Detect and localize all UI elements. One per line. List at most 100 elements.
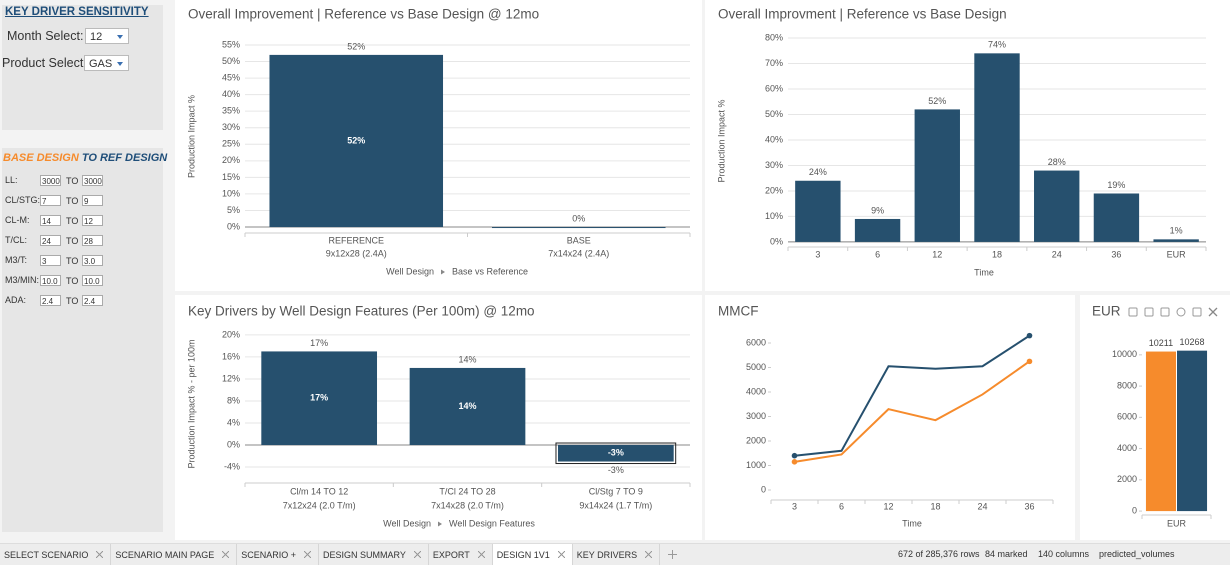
x-tick-label: 12	[932, 249, 942, 259]
bar	[974, 53, 1020, 242]
tab-label: DESIGN 1V1	[496, 549, 550, 560]
tab-label: SCENARIO MAIN PAGE	[115, 549, 215, 560]
tab[interactable]: EXPORT	[429, 544, 493, 565]
y-tick-label: -4%	[224, 461, 240, 471]
add-tab[interactable]	[668, 550, 678, 559]
x-tick-detail: 7x12x24 (2.0 T/m)	[283, 500, 356, 510]
tab-label: SELECT SCENARIO	[4, 549, 89, 560]
chart-title: Overall Improvment | Reference vs Base D…	[718, 7, 1007, 22]
x-tick-label: 18	[992, 249, 1002, 259]
tab-label: SCENARIO +	[241, 549, 296, 560]
tab-close[interactable]	[413, 551, 421, 558]
bar	[269, 54, 444, 228]
value-label: 14%	[458, 354, 476, 364]
x-tick-label: BASE	[567, 235, 591, 245]
chart: Overall Improvement | Reference vs Base …	[186, 7, 691, 276]
parameter-row: M3/T: 3 TO 3.0	[5, 255, 155, 267]
base-input[interactable]: 14	[40, 215, 61, 226]
base-input[interactable]: 3000	[40, 175, 61, 186]
base-input[interactable]: 24	[40, 235, 61, 246]
value-label: 0%	[572, 213, 585, 223]
x-tick-detail: 9x12x28 (2.4A)	[326, 248, 387, 258]
y-tick-label: 6000	[1117, 412, 1137, 422]
ref-input[interactable]: 10.0	[82, 275, 103, 286]
month-dropdown[interactable]: 12	[85, 28, 129, 44]
connector: TO	[66, 236, 79, 246]
value-label: 19%	[1107, 180, 1125, 190]
tab-close[interactable]	[96, 551, 104, 558]
ref-input[interactable]: 3.0	[82, 255, 103, 266]
panel	[705, 0, 1230, 291]
x-tick-label: T/Cl 24 TO 28	[439, 486, 495, 496]
y-tick-label: 0	[1132, 505, 1137, 515]
connector: TO	[66, 216, 79, 226]
x-tick-label: 36	[1111, 249, 1121, 259]
bar	[914, 109, 960, 242]
tab[interactable]: SELECT SCENARIO	[0, 544, 112, 565]
base-input[interactable]: 7	[40, 195, 61, 206]
y-tick-label: 4000	[1117, 443, 1137, 453]
chart-title: EUR	[1092, 304, 1121, 319]
tab-close[interactable]	[557, 551, 565, 558]
ref-input[interactable]: 3000	[82, 175, 103, 186]
tab[interactable]: DESIGN SUMMARY	[319, 544, 429, 565]
inside-value-label: 17%	[310, 393, 328, 403]
y-tick-label: 60%	[765, 83, 783, 93]
y-tick-label: 1000	[746, 460, 766, 470]
x-tick-label: Cl/m 14 TO 12	[290, 486, 348, 496]
ref-input[interactable]: 9	[82, 195, 103, 206]
y-tick-label: 50%	[765, 109, 783, 119]
month-label: Month Select:	[7, 29, 84, 43]
y-tick-label: 20%	[765, 185, 783, 195]
y-tick-label: 0	[761, 484, 766, 494]
bar	[854, 218, 901, 242]
bar	[261, 351, 378, 446]
tab-close[interactable]	[303, 551, 311, 558]
tab-close[interactable]	[222, 551, 230, 558]
design-header: BASE DESIGN TO REF DESIGN	[3, 152, 167, 164]
inside-value-label: 14%	[458, 401, 476, 411]
parameter-row: ADA: 2.4 TO 2.4	[5, 295, 155, 307]
close-icon	[1208, 307, 1218, 317]
y-tick-label: 4%	[227, 417, 240, 427]
product-label: Product Select:	[2, 56, 87, 70]
parameter-label: M3/MIN:	[5, 275, 40, 285]
chart-title: Key Drivers by Well Design Features (Per…	[188, 304, 535, 319]
inside-value-label: 52%	[347, 135, 365, 145]
x-tick-label: EUR	[1167, 249, 1187, 259]
tab[interactable]: SCENARIO +	[237, 544, 319, 565]
breadcrumb-arrow	[441, 269, 445, 275]
connector: TO	[66, 256, 79, 266]
base-input[interactable]: 2.4	[40, 295, 61, 306]
y-tick-label: 4000	[746, 386, 766, 396]
tab-close[interactable]	[477, 551, 485, 558]
x-tick-label: 3	[792, 501, 797, 511]
x-tick-label: 24	[977, 501, 987, 511]
value-label: 52%	[347, 41, 365, 51]
bar	[1145, 351, 1176, 512]
y-tick-label: 15%	[222, 172, 240, 182]
tab[interactable]: SCENARIO MAIN PAGE	[111, 544, 238, 565]
status-column-name: predicted_volumes	[1099, 549, 1175, 559]
parameter-row: CL-M: 14 TO 12	[5, 215, 155, 227]
ref-input[interactable]: 2.4	[82, 295, 103, 306]
design-panel: BASE DESIGN TO REF DESIGN LL: 3000 TO 3000 C…	[2, 148, 167, 532]
base-input[interactable]: 3	[40, 255, 61, 266]
connector: TO	[66, 176, 79, 186]
value-label: 10211	[1149, 338, 1173, 348]
ref-input[interactable]: 12	[82, 215, 103, 226]
tab-label: KEY DRIVERS	[576, 549, 638, 560]
parameter-row: M3/MIN: 10.0 TO 10.0	[5, 275, 155, 287]
tab[interactable]: DESIGN 1V1	[492, 544, 573, 565]
x-axis-detail: Base vs Reference	[452, 266, 528, 276]
tab[interactable]: KEY DRIVERS	[573, 544, 661, 565]
bar	[1177, 350, 1208, 512]
tab-close[interactable]	[645, 551, 653, 558]
ref-input[interactable]: 28	[82, 235, 103, 246]
product-dropdown[interactable]: GAS	[84, 55, 129, 71]
y-tick-label: 8000	[1117, 380, 1137, 390]
selector-panel: KEY DRIVER SENSITIVITY Month Select: 12 …	[2, 5, 163, 130]
base-input[interactable]: 10.0	[40, 275, 61, 286]
tab-label: DESIGN SUMMARY	[322, 549, 406, 560]
bar	[557, 445, 674, 462]
